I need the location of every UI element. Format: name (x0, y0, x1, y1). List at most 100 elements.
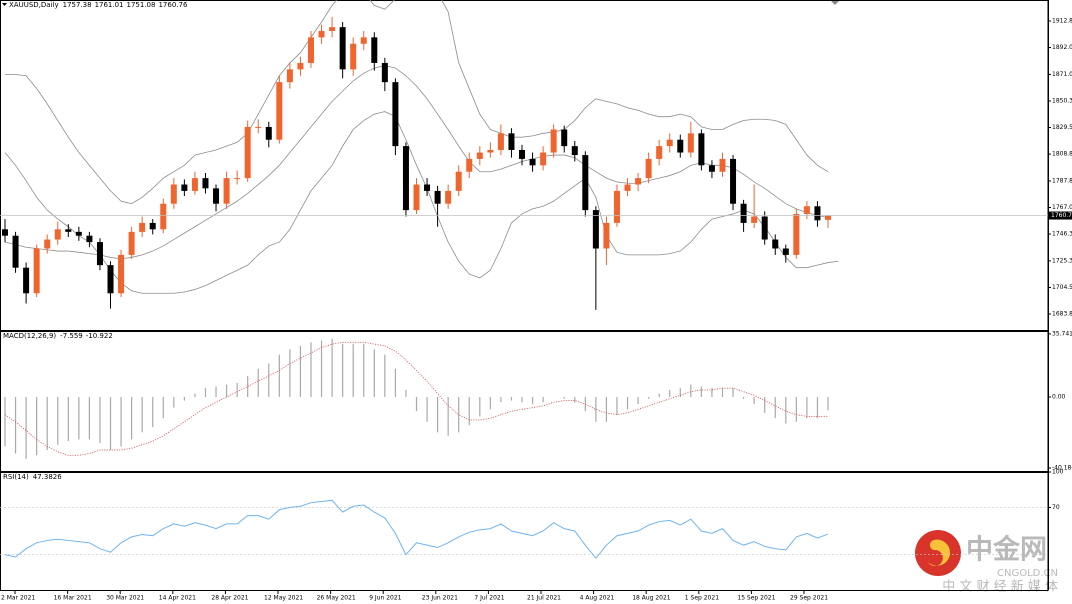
candle-body (371, 37, 378, 63)
candle-body (276, 82, 283, 140)
candle-body (645, 158, 652, 179)
candle-body (740, 203, 747, 223)
x-tick-label: 12 May 2021 (264, 595, 303, 602)
plot-area (0, 499, 1048, 559)
x-tick-label: 29 Sep 2021 (790, 595, 828, 602)
scroll-marker (831, 1, 839, 5)
candle-body (255, 126, 262, 128)
candle-body (191, 178, 198, 191)
candle-body (613, 190, 620, 223)
x-tick-label: 7 Jul 2021 (474, 595, 504, 602)
indicator-title: XAUUSD,Daily (9, 1, 59, 9)
y-tick-label: -40.186 (1052, 464, 1072, 471)
candle-body (445, 190, 452, 204)
x-tick-label: 21 Jul 2021 (527, 595, 561, 602)
indicator-title: RSI(14) (3, 473, 29, 481)
candle-body (392, 82, 399, 147)
candle-body (519, 149, 526, 159)
candle-body (561, 129, 568, 147)
x-tick-label: 15 Sep 2021 (737, 595, 775, 602)
candle-body (582, 155, 589, 211)
x-tick-label: 9 Jun 2021 (369, 595, 401, 602)
bollinger-upper (5, 0, 829, 205)
indicator-value: 1757.38 (63, 1, 92, 9)
menu-triangle (2, 3, 7, 6)
plot-area (2, 0, 839, 310)
candle-body (540, 152, 547, 166)
watermark-slogan: 中 文 财 经 新 媒 体 (942, 579, 1058, 595)
candle-body (202, 178, 209, 189)
indicator-value: 1751.08 (127, 1, 156, 9)
indicator-title: MACD(12,26,9) (3, 332, 56, 340)
x-tick-label: 1 Sep 2021 (685, 595, 719, 602)
candle-body (170, 184, 177, 204)
candle-body (65, 229, 72, 232)
candle-body (75, 231, 82, 236)
candle-body (814, 206, 821, 221)
candle-body (339, 27, 346, 70)
candle-body (23, 267, 30, 294)
x-tick-label: 26 May 2021 (317, 595, 356, 602)
candle-body (466, 158, 473, 172)
x-tick-label: 2 Mar 2021 (1, 595, 35, 602)
candle-body (424, 184, 431, 191)
candle-body (603, 222, 610, 249)
indicator-value: -7.559 (60, 332, 83, 340)
candle-body (307, 37, 314, 63)
candle-body (181, 184, 188, 191)
candle-body (318, 30, 325, 38)
candle-body (677, 139, 684, 153)
y-tick-label: 1808.80 (1052, 151, 1072, 158)
candle-body (213, 188, 220, 204)
candle-body (402, 146, 409, 211)
indicator-value: 1760.76 (158, 1, 187, 9)
candle-body (497, 133, 504, 150)
candle-body (434, 190, 441, 204)
candle-body (128, 231, 135, 255)
current-price-label: 1760.76 (1051, 212, 1072, 219)
y-tick-label: 1787.80 (1052, 177, 1072, 184)
candle-body (223, 178, 230, 204)
x-tick-label: 4 Aug 2021 (580, 595, 615, 602)
watermark-name: 中金网 (966, 534, 1047, 566)
candle-body (624, 184, 631, 191)
candle-body (476, 152, 483, 159)
y-tick-label: 1850.30 (1052, 97, 1072, 104)
y-tick-label: 35.741 (1052, 330, 1072, 337)
candle-body (160, 203, 167, 230)
candle-body (550, 129, 557, 153)
candle-body (244, 126, 251, 179)
x-tick-label: 16 Mar 2021 (54, 595, 92, 602)
y-tick-label: 100 (1052, 469, 1064, 476)
candle-body (96, 242, 103, 266)
x-tick-label: 30 Mar 2021 (106, 595, 144, 602)
candle-body (360, 37, 367, 44)
candle-body (12, 235, 19, 268)
candle-body (44, 239, 51, 249)
candle-body (413, 184, 420, 211)
candle-body (592, 210, 599, 249)
y-tick-label: 1746.30 (1052, 231, 1072, 238)
x-tick-label: 18 Aug 2021 (632, 595, 671, 602)
y-tick-label: 1767.05 (1052, 204, 1072, 211)
y-tick-label: 1912.80 (1052, 17, 1072, 24)
candle-body (666, 139, 673, 147)
x-tick-label: 14 Apr 2021 (159, 595, 196, 602)
candle-body (793, 213, 800, 255)
candle-body (297, 62, 304, 70)
y-tick-label: 1829.55 (1052, 124, 1072, 131)
y-tick-label: 1704.55 (1052, 284, 1072, 291)
candle-body (656, 146, 663, 159)
candle-body (782, 248, 789, 255)
logo-swirl (928, 539, 951, 566)
macd-signal (4, 341, 829, 456)
x-tick-label: 28 Apr 2021 (211, 595, 248, 602)
candle-body (635, 178, 642, 185)
candle-body (381, 62, 388, 83)
candle-body (687, 133, 694, 153)
candle-body (265, 126, 272, 140)
candle-body (286, 69, 293, 83)
candle-body (234, 178, 241, 180)
candle-body (455, 171, 462, 191)
